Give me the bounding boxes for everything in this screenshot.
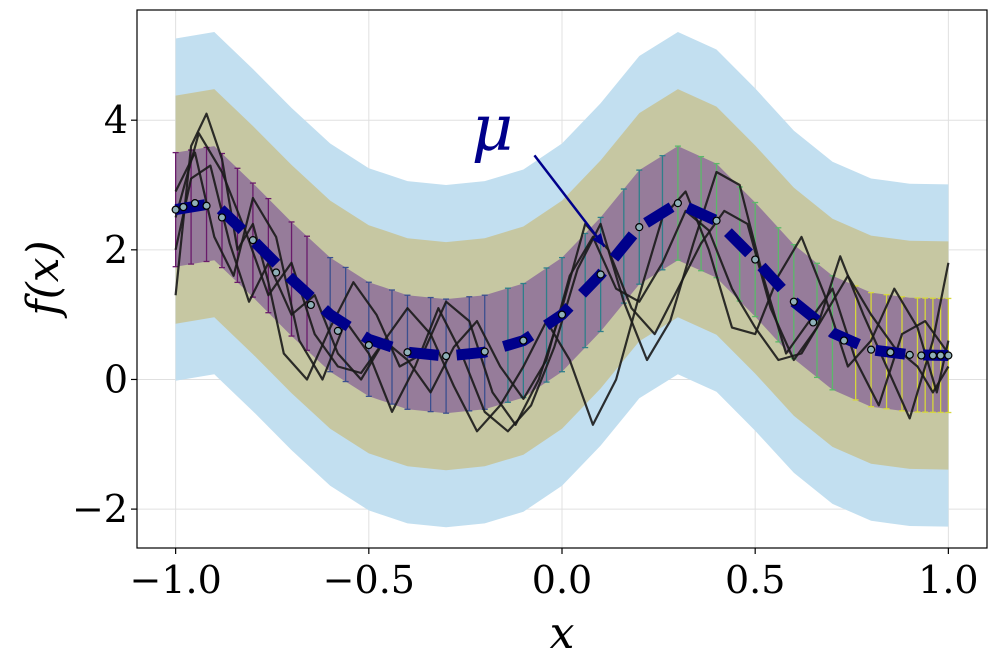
y-tick-label: 2 <box>104 228 128 272</box>
x-axis-label: x <box>550 608 575 659</box>
mu-label: μ <box>472 91 514 165</box>
x-tick-label: 0.0 <box>532 558 592 602</box>
observed-point <box>519 336 528 345</box>
observed-point <box>751 255 760 264</box>
observed-point <box>596 270 605 279</box>
observed-point <box>917 351 926 360</box>
error-bars <box>172 145 952 414</box>
observed-point <box>190 199 200 208</box>
observed-point <box>364 341 373 350</box>
y-tick-label: −2 <box>72 487 128 531</box>
x-tick-label: 1.0 <box>918 558 978 602</box>
y-axis-label: f(x) <box>18 240 69 318</box>
annotation-arrowhead <box>592 233 605 247</box>
mu-annotation: μ <box>472 91 606 248</box>
observed-point <box>480 347 489 356</box>
observed-point <box>839 336 849 345</box>
observed-point <box>271 268 281 277</box>
tick-labels: −1.0 −0.5 0.0 0.5 1.0 −2 0 2 4 <box>72 98 979 602</box>
observed-points <box>171 199 953 361</box>
sample-curve-4 <box>174 132 950 400</box>
x-tick-label: 0.5 <box>725 558 785 602</box>
x-tick-label: −1.0 <box>129 558 221 602</box>
observed-point <box>809 318 818 327</box>
observed-point <box>171 205 180 214</box>
observed-point <box>441 352 451 361</box>
observed-point <box>333 326 343 335</box>
annotation-arrow <box>533 154 606 248</box>
observed-point <box>936 351 945 360</box>
y-tick-label: 4 <box>104 98 128 142</box>
observed-point <box>789 297 798 306</box>
observed-point <box>905 350 914 359</box>
observed-point <box>886 348 895 357</box>
observed-point <box>557 310 567 319</box>
x-tick-label: −0.5 <box>323 558 415 602</box>
observed-point <box>202 201 211 210</box>
observed-point <box>712 216 721 225</box>
observed-point <box>673 199 683 208</box>
observed-point <box>217 213 227 222</box>
observed-point <box>635 223 644 232</box>
sample-curve-2 <box>174 151 950 433</box>
observed-point <box>248 236 258 245</box>
observed-point <box>866 345 876 354</box>
observed-point <box>403 348 412 357</box>
observed-point <box>944 351 953 360</box>
observed-point <box>306 300 315 310</box>
observed-point <box>928 351 938 360</box>
observed-point <box>179 202 188 212</box>
posterior-samples <box>174 112 950 433</box>
y-tick-label: 0 <box>104 357 128 401</box>
